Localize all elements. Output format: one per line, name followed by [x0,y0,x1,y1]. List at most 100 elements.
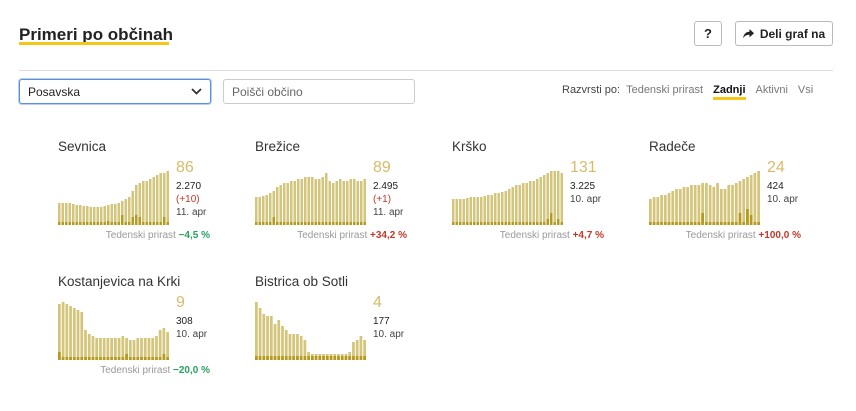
sparkline-bar [255,197,258,225]
sparkline-bar-new [550,213,553,225]
sparkline-bar-new [255,356,258,360]
sparkline-bar [114,204,117,225]
sparkline-bar [138,183,141,225]
sparkline-bar [151,338,155,360]
municipality-search-input[interactable] [223,79,415,104]
sparkline-bar [303,340,307,360]
sparkline-bar-new [325,356,329,360]
sparkline-bar-new [80,357,84,360]
sparkline-bar [480,197,483,225]
sparkline-bar [452,199,455,225]
sparkline-bar [712,187,716,225]
sparkline-bar [87,334,91,360]
sparkline-bar-new [151,357,155,360]
sparkline-bar [155,336,158,360]
sparkline-bar-new [536,222,539,225]
share-button[interactable]: Deli graf na [735,21,833,46]
sparkline-bar [95,338,99,360]
sparkline-bar [335,181,338,225]
current-active-count: 24 [767,159,785,176]
sparkline-bar [550,171,553,225]
help-button[interactable]: ? [694,21,722,46]
sparkline-bar-new [349,222,352,225]
region-select[interactable]: Posavska [19,79,211,104]
sparkline-bar [258,197,261,225]
sparkline-bar-new [682,222,686,225]
sort-option-active[interactable]: Aktivni [755,84,788,96]
sparkline-bar [128,197,131,225]
sparkline-bar [297,179,300,225]
sparkline-bar-new [462,222,465,225]
sparkline-bar-new [131,217,134,225]
sparkline-bar-new [76,357,80,360]
sparkline-bar [72,308,76,360]
municipality-card[interactable]: Radeče 24 424 10. apr Tedenski prirast +100,… [649,139,829,254]
municipality-card[interactable]: Krško 131 3.225 10. apr Tedenski prirast +4,… [452,139,632,254]
sparkline-bar [652,197,656,225]
sparkline-bar-new [277,356,281,360]
sparkline-bar-new [686,222,690,225]
sparkline-bar [753,173,757,225]
sparkline-bar-new [128,222,131,225]
sparkline-bar [749,175,753,225]
sparkline-bar-new [132,357,136,360]
sparkline-bar [328,181,331,225]
sparkline-bar [272,191,275,225]
sparkline-bar-new [314,356,318,360]
sparkline-bar-new [95,357,99,360]
municipality-card[interactable]: Bistrica ob Sotli 4 177 10. apr [255,274,435,389]
sparkline-bar [656,197,660,225]
sparkline-bar-new [75,222,78,225]
sparkline-bar [532,181,535,225]
municipality-name: Radeče [649,139,696,154]
sparkline-bar [61,203,64,225]
sparkline-bar-new [712,222,716,225]
sparkline-bar [705,183,708,225]
sparkline-bar [738,181,742,225]
sparkline-bar-new [266,356,269,360]
sparkline-bar [276,187,279,225]
sparkline-bar-new [84,357,87,360]
sparkline-bar-new [660,222,663,225]
sparkline-bar-new [473,222,476,225]
sparkline-bar-new [322,356,325,360]
sparkline-bar [124,199,127,225]
sparkline-bar-new [166,222,169,225]
total-cases: 424 [767,181,784,192]
sparkline-bar-new [353,222,356,225]
weekly-change: Tedenski prirast −20,0 % [100,365,210,376]
municipality-card[interactable]: Brežice 89 2.495 (+1) 11. apr Tedenski priras… [255,139,435,254]
municipality-card[interactable]: Sevnica 86 2.270 (+10) 11. apr Tedenski prira… [58,139,238,254]
sparkline-bar [304,177,307,225]
sparkline-bar [346,181,349,225]
sparkline-bar-new [138,217,141,225]
municipality-card[interactable]: Kostanjevica na Krki 9 308 10. apr Tedenski … [58,274,238,389]
sparkline-bar-new [106,357,110,360]
sparkline-bar [262,196,265,225]
total-cases: 177 [373,316,390,327]
sparkline-bar [279,185,282,225]
sparkline-bar [476,197,479,225]
sparkline-bar [675,189,678,225]
sort-option-weekly[interactable]: Tedenski prirast [626,84,704,96]
sparkline-bar-new [82,222,85,225]
sparkline-bar-new [678,222,682,225]
municipality-name: Sevnica [58,139,107,154]
sparkline-bar-new [307,356,310,360]
sparkline-bar [455,199,458,225]
sparkline-bar-new [100,222,103,225]
sparkline-bar [156,175,159,225]
sparkline-bar-new [525,222,528,225]
sparkline-bar-new [734,222,738,225]
sparkline-chart [58,302,169,360]
last-update-date: 11. apr [373,207,404,218]
sparkline-bar [136,338,140,360]
sort-option-latest[interactable]: Zadnji [713,84,746,100]
sparkline-bar [355,340,359,360]
sparkline-bar [325,173,328,225]
sparkline-bar-new [125,354,128,360]
sort-option-all[interactable]: Vsi [797,84,814,96]
sparkline-bar [546,173,549,225]
weekly-change-label: Tedenski prirast [685,230,756,241]
sparkline-bar [117,203,120,225]
